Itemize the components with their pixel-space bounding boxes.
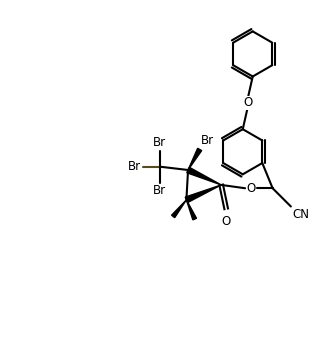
Text: Br: Br [201, 134, 214, 147]
Polygon shape [188, 148, 202, 170]
Text: Br: Br [153, 136, 166, 150]
Polygon shape [187, 167, 221, 185]
Text: Br: Br [128, 160, 141, 173]
Polygon shape [171, 200, 186, 218]
Text: O: O [246, 182, 256, 195]
Polygon shape [185, 185, 221, 203]
Text: O: O [221, 215, 231, 228]
Text: Br: Br [153, 184, 166, 197]
Polygon shape [186, 200, 196, 220]
Text: O: O [243, 96, 252, 109]
Text: CN: CN [292, 208, 309, 221]
